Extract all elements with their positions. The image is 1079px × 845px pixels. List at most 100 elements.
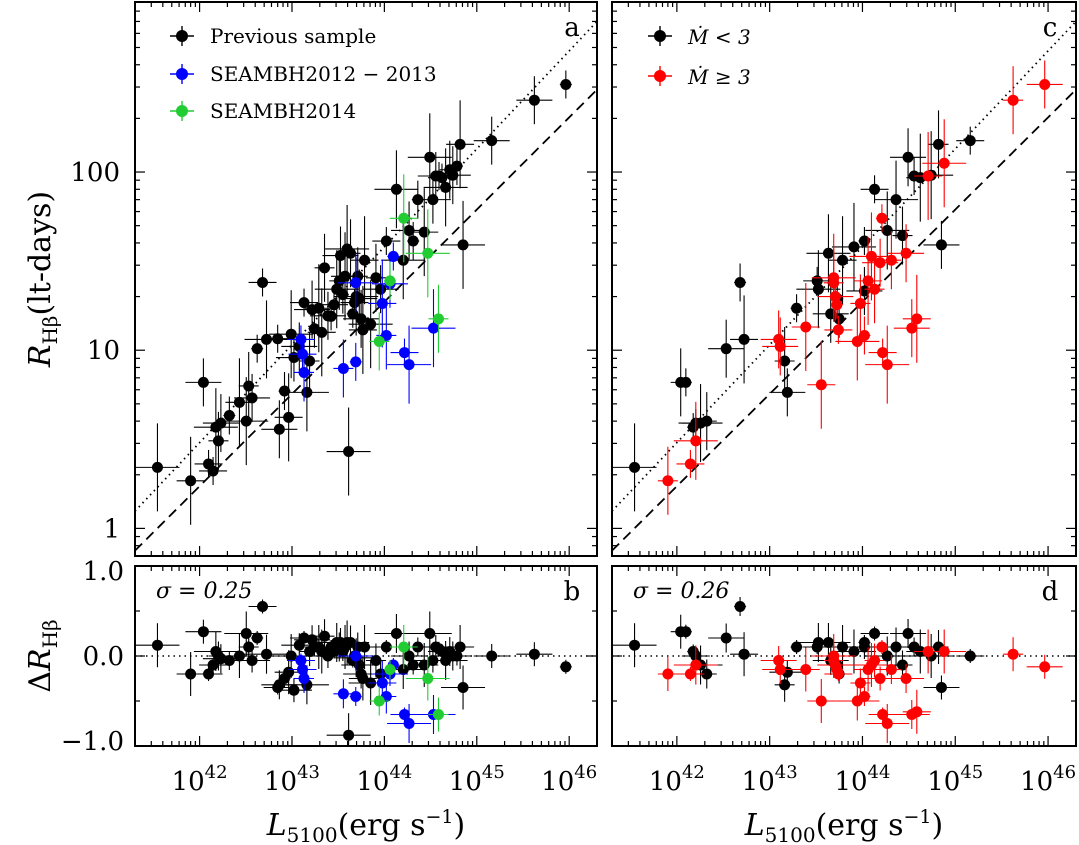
data-point — [441, 200, 486, 289]
data-point — [337, 253, 374, 312]
data-point — [135, 623, 180, 668]
data-point — [807, 340, 836, 429]
data-point — [307, 288, 336, 377]
x-tick-label: 1044 — [356, 762, 412, 797]
data-point — [923, 675, 960, 700]
data-point — [612, 423, 657, 512]
data-point — [274, 373, 303, 462]
x-tick-label: 1044 — [834, 762, 890, 797]
data-point — [858, 316, 871, 355]
data-point — [326, 407, 371, 496]
panel-letter-a: a — [564, 13, 580, 43]
data-point — [559, 70, 572, 99]
data-point — [389, 625, 418, 669]
data-point — [333, 679, 354, 709]
data-point — [708, 319, 745, 378]
x-tick-labels-d: 1042 1043 1044 1045 1046 — [649, 762, 1076, 797]
x-tick-label: 1046 — [1020, 762, 1076, 797]
points-b — [135, 599, 572, 746]
data-point — [314, 233, 335, 302]
data-point — [261, 400, 298, 459]
data-point — [868, 338, 897, 367]
data-point — [760, 310, 797, 369]
data-point — [1003, 637, 1024, 672]
legend-label-seambh2014: SEAMBH2014 — [210, 99, 356, 123]
data-point — [238, 351, 259, 420]
data-point — [446, 625, 475, 669]
data-point — [387, 325, 432, 404]
data-point — [893, 299, 930, 358]
data-point — [269, 634, 314, 678]
data-point — [365, 643, 386, 678]
data-point — [389, 174, 418, 263]
data-point — [176, 436, 205, 525]
data-point — [890, 128, 927, 187]
data-point — [234, 648, 271, 673]
data-point — [676, 449, 705, 478]
data-point — [369, 312, 390, 371]
data-point — [858, 687, 871, 706]
data-point — [473, 644, 510, 668]
data-point — [251, 631, 264, 645]
legend-c: Ṁ < 3 Ṁ ≥ 3 — [648, 25, 751, 89]
data-point — [914, 132, 943, 221]
data-point — [326, 713, 371, 746]
y-tick-labels-b: −1.0 0.0 1.0 — [61, 557, 124, 757]
data-point — [441, 665, 486, 710]
data-point — [875, 640, 888, 654]
data-point — [730, 632, 759, 677]
panel-letter-d: d — [1042, 577, 1059, 607]
dotted-line — [612, 20, 1076, 512]
data-point — [234, 373, 271, 422]
panel-letter-b: b — [564, 577, 581, 607]
legend-label-low-accretion: Ṁ < 3 — [687, 25, 751, 49]
data-point — [387, 704, 432, 743]
panel-b: b σ = 0.25 — [134, 565, 598, 747]
data-point — [881, 655, 902, 684]
data-point — [774, 326, 795, 395]
data-point — [248, 268, 277, 297]
data-point — [349, 687, 362, 706]
data-point — [807, 679, 836, 723]
data-point — [288, 340, 317, 369]
legend-entry-low-accretion: Ṁ < 3 — [648, 25, 751, 49]
data-point — [244, 634, 289, 674]
data-point — [1026, 654, 1063, 679]
data-point — [372, 227, 401, 256]
data-point — [294, 343, 315, 402]
data-point — [956, 126, 985, 155]
x-tick-label: 1045 — [927, 762, 983, 797]
data-point — [790, 294, 803, 323]
data-point — [850, 668, 871, 698]
data-point — [428, 284, 449, 353]
data-point — [349, 342, 362, 381]
data-point — [824, 315, 853, 344]
data-point — [516, 76, 553, 125]
frame-b — [134, 565, 598, 747]
x-tick-label: 1042 — [649, 762, 705, 797]
data-point — [830, 290, 843, 319]
panel-c: c Ṁ < 3 Ṁ ≥ 3 — [611, 1, 1077, 557]
data-point — [343, 289, 380, 348]
data-point — [336, 275, 349, 314]
data-point — [928, 110, 949, 179]
data-point — [337, 641, 374, 671]
data-point — [1003, 66, 1024, 135]
data-point — [446, 100, 475, 189]
data-point — [874, 160, 919, 239]
data-point — [374, 150, 419, 229]
data-point — [612, 623, 657, 668]
data-point — [902, 689, 931, 734]
data-point — [348, 285, 377, 374]
data-point — [922, 629, 967, 674]
data-point — [796, 250, 841, 329]
data-point — [922, 119, 967, 208]
data-point — [893, 700, 930, 729]
y-axis-label-bottom: ΔRHβ — [23, 619, 62, 692]
legend-entry-previous: Previous sample — [170, 24, 376, 48]
data-point — [407, 611, 452, 656]
data-point — [185, 358, 222, 407]
data-point — [657, 446, 678, 515]
x-tick-label: 1043 — [742, 762, 798, 797]
data-point — [923, 220, 960, 269]
